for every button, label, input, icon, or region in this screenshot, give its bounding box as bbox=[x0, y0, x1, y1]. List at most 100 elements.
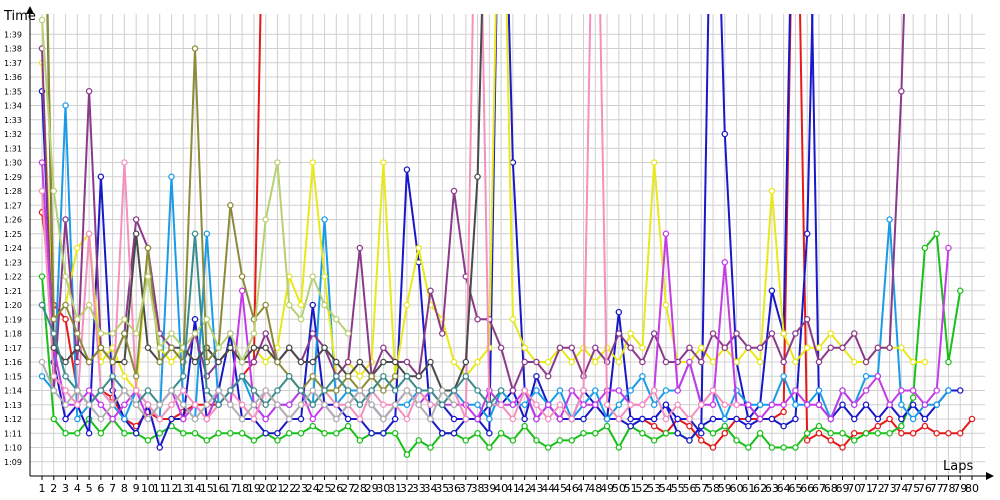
data-point bbox=[132, 429, 140, 437]
data-point bbox=[62, 387, 69, 394]
data-point bbox=[627, 387, 634, 394]
data-point bbox=[839, 387, 846, 394]
data-point bbox=[333, 315, 340, 323]
series-12 bbox=[46, 14, 399, 394]
data-point bbox=[509, 415, 517, 423]
data-point bbox=[62, 401, 69, 408]
data-point bbox=[427, 401, 434, 408]
data-point bbox=[650, 159, 658, 166]
y-tick-label: 1:24 bbox=[4, 244, 22, 253]
x-tick-label: 43 bbox=[529, 482, 543, 495]
data-point bbox=[945, 429, 952, 437]
x-tick-label: 17 bbox=[223, 482, 237, 495]
data-point bbox=[521, 387, 528, 394]
x-tick-label: 65 bbox=[788, 482, 802, 495]
y-tick-label: 1:38 bbox=[4, 45, 22, 54]
data-point bbox=[792, 401, 799, 408]
x-tick-label: 75 bbox=[906, 482, 920, 495]
data-point bbox=[544, 372, 552, 380]
data-point bbox=[309, 387, 317, 394]
data-point bbox=[909, 429, 917, 437]
data-point bbox=[639, 358, 646, 366]
data-point bbox=[709, 415, 717, 423]
data-point bbox=[62, 273, 69, 280]
data-point bbox=[356, 358, 364, 366]
data-point bbox=[768, 401, 776, 408]
data-point bbox=[156, 444, 163, 451]
x-tick-label: 44 bbox=[541, 482, 555, 495]
data-point bbox=[97, 173, 105, 180]
data-point bbox=[333, 401, 340, 408]
data-point bbox=[121, 315, 128, 323]
x-tick-label: 74 bbox=[894, 482, 908, 495]
x-tick-label: 68 bbox=[824, 482, 838, 495]
data-point bbox=[156, 358, 163, 366]
data-point bbox=[639, 344, 646, 351]
data-point bbox=[780, 444, 787, 451]
data-point bbox=[121, 415, 128, 423]
data-point bbox=[886, 344, 893, 351]
data-point bbox=[321, 387, 328, 394]
data-point bbox=[50, 330, 58, 337]
data-point bbox=[85, 429, 93, 437]
x-tick-label: 34 bbox=[423, 482, 437, 495]
data-point bbox=[403, 387, 411, 394]
data-point bbox=[203, 387, 211, 394]
data-point bbox=[851, 429, 858, 437]
data-point bbox=[862, 358, 870, 366]
data-point bbox=[285, 372, 293, 380]
data-point bbox=[415, 387, 422, 394]
data-point bbox=[97, 401, 105, 408]
x-tick-label: 69 bbox=[836, 482, 850, 495]
data-point bbox=[898, 401, 905, 408]
data-point bbox=[815, 387, 823, 394]
x-tick-label: 79 bbox=[953, 482, 967, 495]
y-tick-label: 1:14 bbox=[4, 387, 22, 396]
data-point bbox=[380, 344, 387, 351]
x-tick-label: 5 bbox=[86, 482, 93, 495]
data-point bbox=[521, 401, 528, 408]
data-point bbox=[686, 358, 693, 366]
x-tick-label: 26 bbox=[329, 482, 343, 495]
data-point bbox=[556, 344, 564, 351]
data-point bbox=[262, 216, 269, 223]
data-point bbox=[285, 344, 293, 351]
data-point bbox=[474, 415, 481, 423]
data-point bbox=[544, 401, 552, 408]
data-point bbox=[450, 415, 458, 423]
data-point bbox=[344, 422, 352, 430]
x-tick-label: 2 bbox=[50, 482, 57, 495]
data-point bbox=[321, 344, 328, 351]
data-point bbox=[650, 422, 658, 430]
data-point bbox=[603, 422, 611, 430]
y-tick-label: 1:39 bbox=[4, 30, 22, 39]
data-point bbox=[686, 415, 693, 423]
data-point bbox=[309, 401, 317, 408]
data-point bbox=[321, 273, 328, 280]
data-point bbox=[851, 401, 858, 408]
data-point bbox=[227, 429, 234, 437]
data-point bbox=[792, 358, 799, 366]
data-point bbox=[898, 415, 905, 423]
data-point bbox=[780, 422, 787, 430]
data-point bbox=[497, 387, 505, 394]
data-point bbox=[85, 301, 93, 309]
data-point bbox=[191, 230, 199, 237]
data-point bbox=[909, 415, 917, 423]
data-point bbox=[803, 429, 811, 437]
x-tick-label: 21 bbox=[270, 482, 284, 495]
data-point bbox=[144, 344, 152, 351]
data-point bbox=[274, 401, 281, 408]
data-point bbox=[568, 344, 575, 351]
data-point bbox=[168, 344, 175, 351]
data-point bbox=[403, 415, 411, 423]
data-point bbox=[62, 358, 69, 366]
data-point bbox=[85, 230, 93, 237]
data-point bbox=[274, 429, 281, 437]
data-point bbox=[592, 387, 599, 394]
data-point bbox=[132, 401, 140, 408]
data-point bbox=[132, 372, 140, 380]
data-point bbox=[191, 401, 199, 408]
data-point bbox=[38, 159, 46, 166]
data-point bbox=[768, 444, 776, 451]
